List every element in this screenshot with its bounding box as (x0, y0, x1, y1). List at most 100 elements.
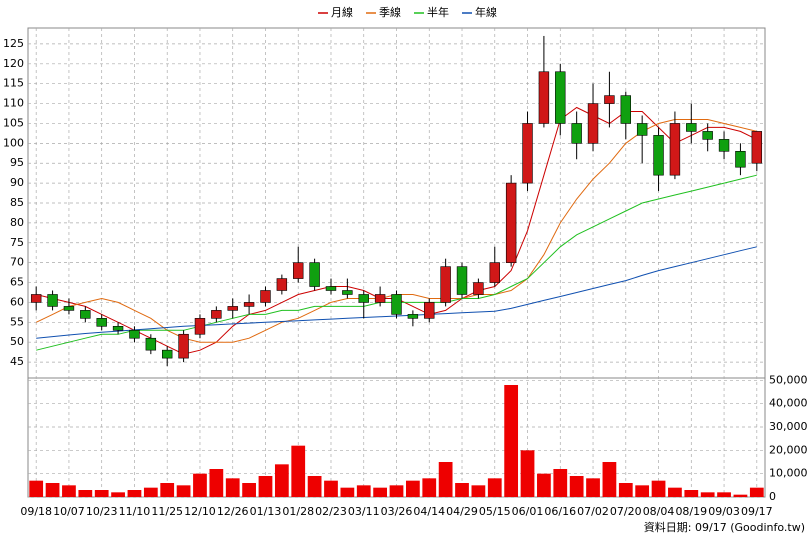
y-tick-label: 115 (3, 77, 24, 90)
candle-body (145, 337, 157, 351)
volume-bar (602, 462, 617, 497)
y2-tick-label: 10,000 (769, 467, 808, 480)
candle-body (276, 278, 288, 291)
x-tick-label: 08/04 (643, 505, 675, 518)
y2-tick-label: 40,000 (769, 397, 808, 410)
volume-bar (209, 469, 224, 497)
volume-bar (684, 490, 699, 497)
candle-body (653, 135, 664, 176)
candle-body (538, 71, 550, 124)
y-tick-label: 95 (10, 156, 24, 169)
candle-body (374, 294, 386, 303)
candle-body (96, 318, 107, 327)
volume-bar (291, 445, 306, 497)
volume-bar (340, 487, 355, 497)
y2-tick-label: 0 (769, 490, 776, 503)
volume-bar (520, 450, 535, 497)
candle-body (211, 310, 222, 319)
candle-body (309, 262, 320, 287)
y-tick-label: 85 (10, 196, 24, 209)
y-tick-label: 90 (10, 176, 24, 189)
x-tick-label: 09/18 (20, 505, 52, 518)
volume-bar (438, 462, 453, 497)
volume-bar (618, 483, 633, 497)
volume-bar (242, 483, 256, 497)
legend-label: 月線 (331, 5, 353, 19)
y-tick-label: 50 (10, 335, 24, 348)
candle-body (260, 290, 271, 303)
x-tick-label: 11/25 (151, 505, 183, 518)
candle-body (456, 266, 468, 295)
x-tick-label: 04/29 (446, 505, 478, 518)
candle-body (440, 266, 451, 303)
x-tick-label: 12/10 (184, 505, 216, 518)
candle-body (80, 310, 91, 319)
candle-body (30, 294, 42, 303)
candle-body (636, 123, 648, 136)
volume-bar (307, 476, 322, 497)
candle-body (112, 325, 124, 331)
volume-bar (749, 487, 764, 497)
volume-bar (29, 480, 44, 497)
volume-bar (389, 485, 404, 497)
candle-body (63, 306, 75, 311)
x-tick-label: 07/20 (610, 505, 642, 518)
candle-body (555, 71, 566, 124)
volume-bar (45, 483, 60, 497)
candle-body (129, 329, 140, 339)
volume-bar (193, 473, 207, 497)
volume-bar (733, 494, 748, 497)
volume-bar (700, 492, 715, 497)
y-tick-label: 60 (10, 295, 24, 308)
volume-bar (62, 485, 76, 497)
x-tick-label: 09/17 (741, 505, 773, 518)
y2-tick-label: 30,000 (769, 420, 808, 433)
x-tick-label: 07/02 (577, 505, 609, 518)
candle-body (620, 95, 632, 124)
x-tick-label: 08/19 (675, 505, 707, 518)
candle-body (505, 182, 517, 263)
y-tick-label: 110 (3, 97, 24, 110)
candle-body (522, 123, 533, 184)
volume-bar (274, 464, 289, 497)
volume-bar (111, 492, 125, 497)
candle-body (243, 302, 255, 307)
y-tick-label: 100 (3, 136, 24, 149)
x-tick-label: 09/03 (708, 505, 740, 518)
volume-bar (405, 480, 420, 497)
volume-bar (504, 385, 519, 497)
volume-bar (487, 478, 502, 497)
candle-body (604, 95, 615, 104)
candle-body (735, 150, 746, 168)
volume-bar (143, 487, 158, 497)
candle-body (178, 333, 189, 359)
candle-body (407, 314, 419, 319)
x-tick-label: 03/11 (348, 505, 380, 518)
volume-bar (553, 469, 568, 497)
x-tick-label: 06/01 (512, 505, 544, 518)
volume-bar (356, 485, 371, 497)
volume-bar (225, 478, 240, 497)
volume-bar (94, 490, 109, 497)
candle-body (669, 123, 681, 176)
volume-bar (324, 480, 338, 497)
x-tick-label: 04/14 (413, 505, 445, 518)
legend-label: 半年 (427, 5, 449, 19)
x-tick-label: 10/07 (53, 505, 85, 518)
y-tick-label: 75 (10, 236, 24, 249)
y-tick-label: 65 (10, 276, 24, 289)
y-tick-label: 55 (10, 315, 24, 328)
volume-bar (127, 490, 142, 497)
candle-body (391, 294, 402, 315)
candle-body (194, 318, 206, 335)
candle-body (342, 290, 353, 295)
volume-bar (176, 485, 191, 497)
y-tick-label: 80 (10, 216, 24, 229)
candle-body (325, 286, 337, 291)
candle-body (161, 349, 173, 359)
candle-body (358, 294, 369, 303)
volume-bar (78, 490, 93, 497)
y2-tick-label: 50,000 (769, 373, 808, 386)
volume-bar (586, 478, 600, 497)
